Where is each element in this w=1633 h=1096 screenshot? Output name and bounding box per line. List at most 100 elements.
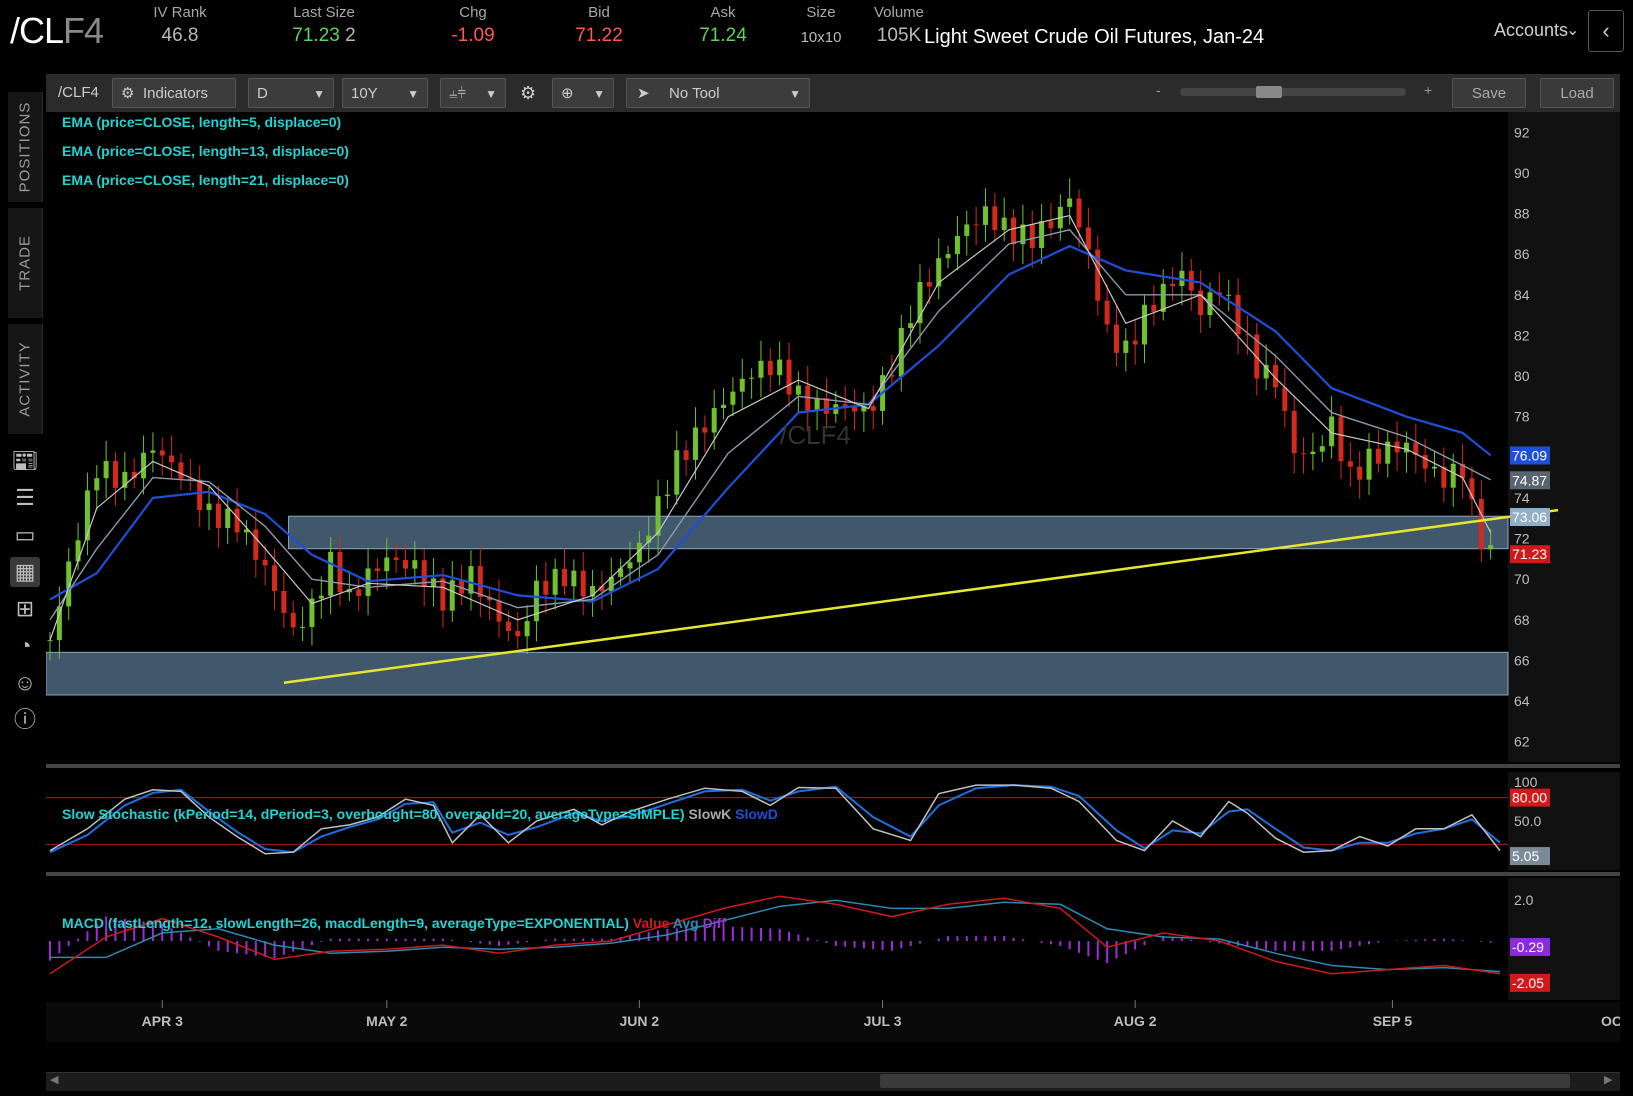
chart-canvas[interactable]: 92 90 88 86 84 82 80 78 74 72 70 68 66 64 62 76.09 74.87… bbox=[46, 112, 1620, 1042]
caret-down-icon: ▼ bbox=[593, 87, 605, 101]
candle-body bbox=[692, 427, 698, 460]
candle-body bbox=[505, 621, 511, 632]
crosshair-select[interactable]: ⊕ ▼ bbox=[552, 78, 614, 108]
timeframe-select[interactable]: 10Y ▼ bbox=[342, 78, 428, 108]
ema21-study-label[interactable]: EMA (price=CLOSE, length=21, displace=0) bbox=[62, 172, 349, 188]
speedometer-icon[interactable]: ◔ bbox=[18, 633, 32, 658]
people-icon[interactable]: ☺ bbox=[13, 670, 37, 695]
zoom-slider-handle[interactable] bbox=[1256, 86, 1282, 98]
y-tick-label: 68 bbox=[1514, 612, 1530, 628]
candle-body bbox=[1422, 454, 1428, 469]
grid-icon[interactable]: ⊞ bbox=[15, 596, 35, 621]
y-tick-label: 72 bbox=[1514, 531, 1530, 547]
candle-body bbox=[1375, 448, 1381, 464]
candle-body bbox=[1020, 224, 1026, 245]
help-icon[interactable]: ⓘ bbox=[13, 707, 36, 732]
candle-body bbox=[805, 385, 811, 411]
macd-diff-label: Diff bbox=[702, 915, 726, 931]
chart-style-select[interactable]: ⫨⫩ ▼ bbox=[440, 78, 506, 108]
news-icon[interactable]: 📰︎ bbox=[11, 448, 39, 473]
chart-symbol[interactable]: /CLF4 bbox=[58, 84, 99, 101]
list-icon[interactable]: ☰ bbox=[15, 485, 35, 510]
chart-icon[interactable]: ▦ bbox=[10, 557, 40, 587]
symbol-title[interactable]: /CLF4 bbox=[10, 10, 104, 51]
macd-study-label[interactable]: MACD (fastLength=12, slowLength=26, macd… bbox=[62, 915, 726, 931]
caret-down-icon: ▼ bbox=[407, 87, 419, 101]
support-zone bbox=[288, 515, 1509, 550]
macd-tick-label: 2.0 bbox=[1514, 892, 1534, 908]
candle-body bbox=[1039, 221, 1045, 249]
candle-body bbox=[1198, 290, 1204, 316]
settings-gear-icon[interactable]: ⚙ bbox=[520, 83, 537, 103]
last-size: 2 bbox=[345, 25, 356, 46]
candle-body bbox=[917, 282, 923, 324]
bid-quote: Bid 71.22 bbox=[556, 4, 642, 47]
candle-body bbox=[786, 359, 792, 395]
y-tick-label: 82 bbox=[1514, 327, 1530, 343]
candle-body bbox=[608, 576, 614, 592]
price-tag bbox=[1510, 508, 1550, 527]
tab-positions[interactable]: POSITIONS bbox=[8, 92, 43, 202]
drawing-tool-select[interactable]: ➤ No Tool ▼ bbox=[626, 78, 810, 108]
load-button[interactable]: Load bbox=[1540, 78, 1614, 108]
candle-body bbox=[795, 385, 801, 395]
candle-body bbox=[272, 565, 278, 591]
candle-body bbox=[1272, 364, 1278, 388]
account-menu-button[interactable]: ‹ bbox=[1588, 10, 1624, 52]
macd-value-line bbox=[49, 895, 1501, 975]
scroll-left-icon[interactable]: ◀ bbox=[50, 1074, 59, 1086]
chart-scrollbar-thumb[interactable] bbox=[880, 1074, 1570, 1088]
chg-value: -1.09 bbox=[451, 25, 495, 46]
macd-panel: 2.0 -0.29 -2.05 bbox=[49, 878, 1620, 1000]
chevron-down-icon[interactable]: ⌄ bbox=[1566, 22, 1580, 39]
drawing-tool-value: No Tool bbox=[669, 85, 720, 102]
tv-icon[interactable]: ▭ bbox=[14, 522, 36, 547]
candle-body bbox=[814, 398, 820, 411]
ema13-line bbox=[49, 229, 1491, 621]
ema5-study-label[interactable]: EMA (price=CLOSE, length=5, displace=0) bbox=[62, 114, 342, 130]
y-tick-label: 78 bbox=[1514, 409, 1530, 425]
indicators-button[interactable]: ⚙ Indicators bbox=[112, 78, 236, 108]
stochastic-study-label[interactable]: Slow Stochastic (kPeriod=14, dPeriod=3, … bbox=[62, 806, 778, 822]
candle-body bbox=[1488, 545, 1494, 550]
candle-body bbox=[281, 590, 287, 613]
crosshair-icon: ⊕ bbox=[561, 85, 574, 102]
save-button[interactable]: Save bbox=[1452, 78, 1526, 108]
tab-trade[interactable]: TRADE bbox=[8, 208, 43, 318]
candle-body bbox=[1029, 224, 1035, 249]
candle-body bbox=[515, 631, 521, 637]
candle-body bbox=[459, 580, 465, 594]
candle-body bbox=[571, 570, 577, 587]
candle-body bbox=[328, 551, 334, 596]
zoom-slider[interactable] bbox=[1180, 88, 1406, 96]
candle-body bbox=[1310, 451, 1316, 455]
tab-trade-label: TRADE bbox=[16, 235, 34, 291]
zoom-out-button[interactable]: - bbox=[1156, 82, 1161, 98]
candle-body bbox=[393, 557, 399, 561]
candle-body bbox=[159, 450, 165, 456]
ema13-study-label[interactable]: EMA (price=CLOSE, length=13, displace=0) bbox=[62, 143, 349, 159]
tab-activity-label: ACTIVITY bbox=[16, 341, 34, 417]
candle-body bbox=[1095, 249, 1101, 301]
support-zone bbox=[46, 651, 1509, 696]
accounts-label[interactable]: Accounts bbox=[1494, 20, 1569, 40]
candle-body bbox=[187, 478, 193, 480]
scroll-right-icon[interactable]: ▶ bbox=[1604, 1074, 1613, 1086]
candle-body bbox=[1301, 453, 1307, 455]
candle-body bbox=[982, 206, 988, 225]
candle-body bbox=[1113, 324, 1119, 353]
x-tick-label: JUL 3 bbox=[864, 1013, 902, 1029]
candle-body bbox=[1142, 304, 1148, 345]
candle-body bbox=[852, 406, 858, 412]
candle-body bbox=[356, 589, 362, 597]
zoom-in-button[interactable]: + bbox=[1424, 82, 1433, 98]
tab-activity[interactable]: ACTIVITY bbox=[8, 324, 43, 434]
candle-body bbox=[1291, 410, 1297, 454]
trendline bbox=[283, 508, 1559, 685]
y-tick-label: 66 bbox=[1514, 652, 1530, 668]
candle-body bbox=[487, 597, 493, 601]
candle-body bbox=[1432, 466, 1438, 469]
candle-body bbox=[543, 580, 549, 595]
candle-body bbox=[618, 568, 624, 577]
aggregation-select[interactable]: D ▼ bbox=[248, 78, 334, 108]
